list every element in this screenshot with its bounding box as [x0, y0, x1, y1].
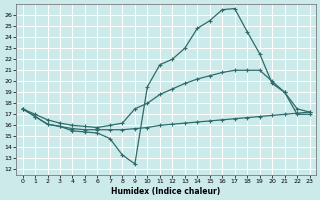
X-axis label: Humidex (Indice chaleur): Humidex (Indice chaleur): [111, 187, 221, 196]
